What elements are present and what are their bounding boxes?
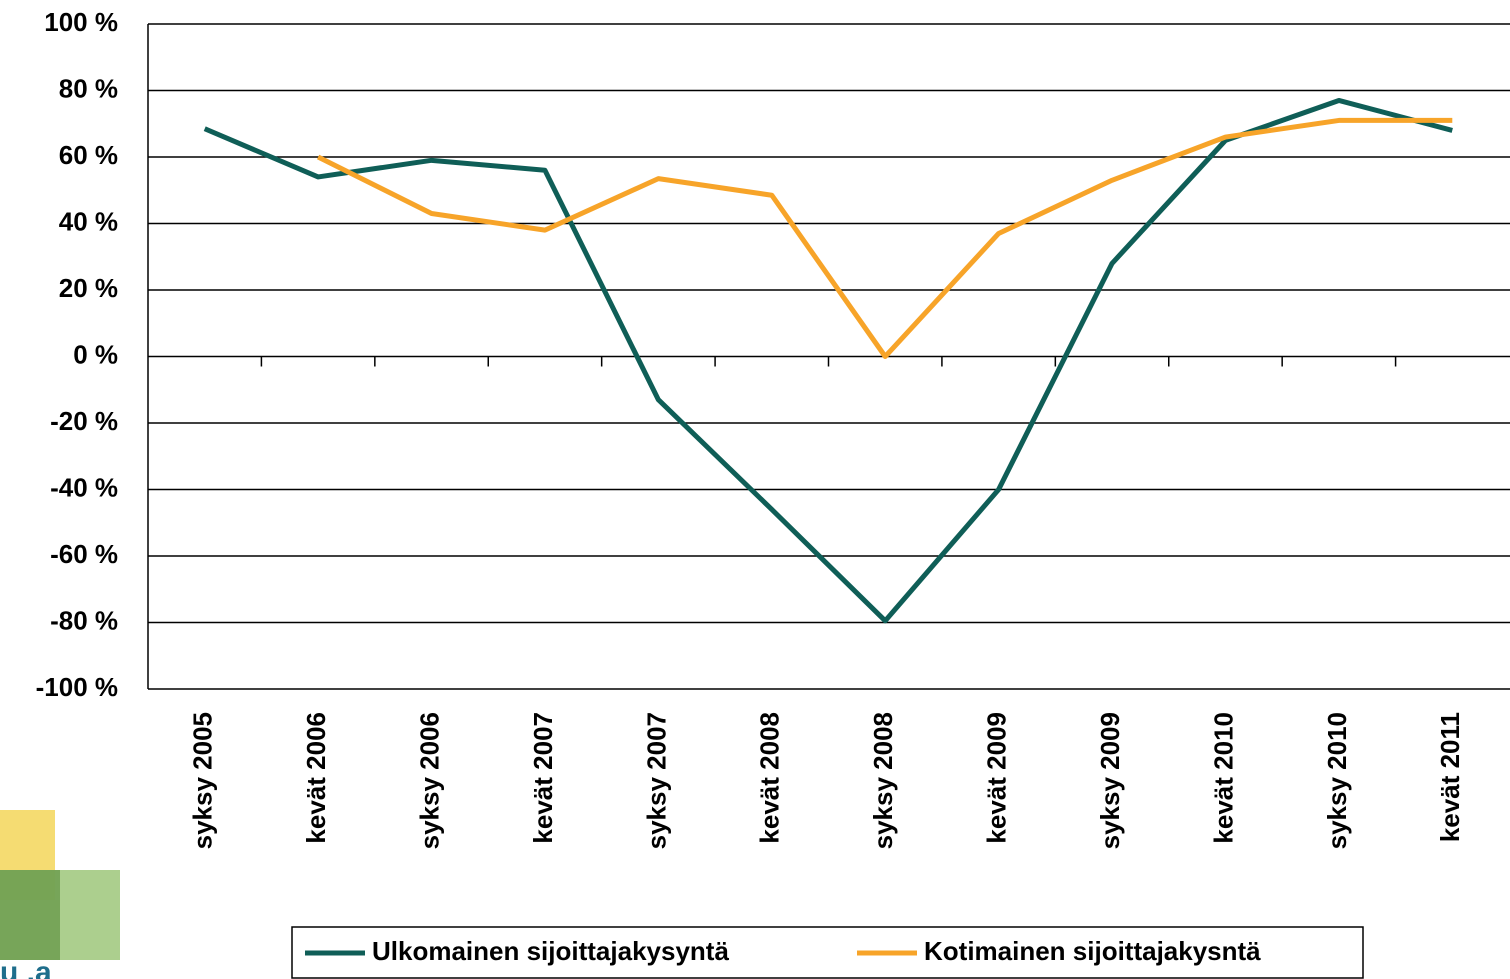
y-tick-label: 20 % xyxy=(59,273,118,303)
data-line xyxy=(317,117,1453,359)
x-tick-label: syksy 2007 xyxy=(641,712,671,849)
y-tick-label: 100 % xyxy=(44,7,118,37)
x-tick-label: kevät 2010 xyxy=(1208,712,1238,844)
y-tick-label: 0 % xyxy=(73,339,118,369)
x-tick-label: syksy 2009 xyxy=(1095,712,1125,849)
y-tick-label: 60 % xyxy=(59,140,118,170)
logo: u .a xyxy=(0,810,120,979)
x-tick-label: syksy 2008 xyxy=(868,712,898,849)
legend-label: Kotimainen sijoittajakysntä xyxy=(924,936,1261,966)
y-tick-label: 40 % xyxy=(59,206,118,236)
x-tick-label: kevät 2007 xyxy=(528,712,558,844)
y-tick-label: -60 % xyxy=(50,539,118,569)
x-tick-label: syksy 2010 xyxy=(1322,712,1352,849)
y-tick-label: -40 % xyxy=(50,472,118,502)
x-tick-label: kevät 2009 xyxy=(982,712,1012,844)
x-tick-label: syksy 2005 xyxy=(188,712,218,849)
x-tick-label: syksy 2006 xyxy=(414,712,444,849)
y-tick-label: -100 % xyxy=(36,672,118,702)
logo-text: u .a xyxy=(0,956,52,979)
y-tick-label: 80 % xyxy=(59,73,118,103)
x-tick-label: kevät 2008 xyxy=(755,712,785,844)
x-tick-label: kevät 2006 xyxy=(301,712,331,844)
legend-label: Ulkomainen sijoittajakysyntä xyxy=(372,936,729,966)
y-tick-label: -80 % xyxy=(50,605,118,635)
y-tick-label: -20 % xyxy=(50,406,118,436)
legend-box xyxy=(291,926,1364,979)
x-tick-label: kevät 2011 xyxy=(1435,712,1465,842)
